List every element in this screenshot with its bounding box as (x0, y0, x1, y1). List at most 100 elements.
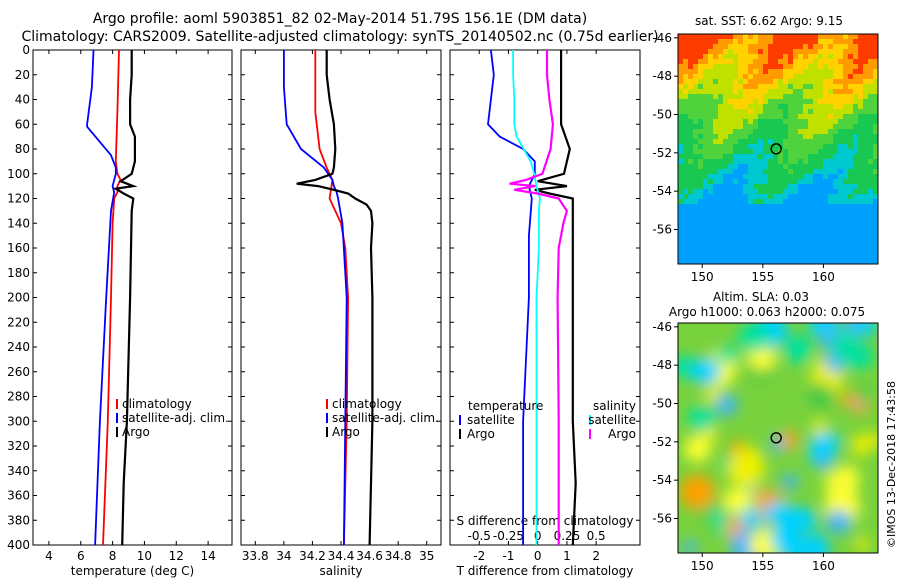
sst-cell (758, 54, 764, 60)
sst-cell (768, 194, 774, 200)
sst-cell (803, 209, 809, 215)
sst-cell (833, 34, 839, 40)
sst-cell (873, 174, 878, 180)
sst-cell (738, 94, 744, 100)
sst-cell (818, 104, 824, 110)
sst-cell (733, 164, 739, 170)
sst-cell (718, 234, 724, 240)
sst-cell (848, 124, 854, 130)
sst-cell (723, 119, 729, 125)
sst-cell (788, 64, 794, 70)
sst-cell (798, 109, 804, 115)
sst-cell (818, 139, 824, 145)
sst-cell (818, 119, 824, 125)
sst-cell (813, 149, 819, 155)
x-tick-label: 2 (592, 549, 600, 563)
sst-cell (758, 159, 764, 165)
sst-cell (683, 119, 689, 125)
sst-cell (728, 149, 734, 155)
sst-cell (803, 244, 809, 250)
sst-cell (713, 39, 719, 45)
sst-cell (748, 94, 754, 100)
sst-cell (848, 249, 854, 255)
sst-cell (788, 164, 794, 170)
map-y-tick-label: -54 (652, 184, 672, 198)
sst-cell (768, 124, 774, 130)
sst-cell (678, 204, 684, 210)
sst-cell (838, 89, 844, 95)
sst-cell (738, 244, 744, 250)
sst-cell (763, 244, 769, 250)
sst-cell (803, 189, 809, 195)
sst-cell (808, 159, 814, 165)
sst-cell (713, 259, 719, 264)
sst-cell (818, 149, 824, 155)
sst-cell (748, 239, 754, 245)
sst-cell (863, 34, 869, 40)
sst-cell (743, 94, 749, 100)
sst-cell (828, 219, 834, 225)
sst-cell (848, 199, 854, 205)
sst-cell (713, 214, 719, 220)
sst-cell (798, 144, 804, 150)
sst-cell (848, 239, 854, 245)
sst-cell (828, 214, 834, 220)
sst-cell (853, 79, 859, 85)
sst-cell (713, 219, 719, 225)
sst-cell (843, 54, 849, 60)
sst-cell (828, 224, 834, 230)
sst-cell (798, 194, 804, 200)
sst-cell (693, 164, 699, 170)
legend-title-salinity: salinity (593, 399, 636, 413)
sst-cell (708, 204, 714, 210)
sst-cell (708, 179, 714, 185)
sst-cell (853, 169, 859, 175)
sst-cell (838, 39, 844, 45)
sla-anomaly (738, 323, 772, 353)
sst-cell (703, 179, 709, 185)
sst-cell (703, 109, 709, 115)
sst-cell (718, 229, 724, 235)
sst-cell (863, 159, 869, 165)
sst-cell (828, 124, 834, 130)
sst-cell (688, 199, 694, 205)
sst-cell (838, 239, 844, 245)
sst-cell (763, 99, 769, 105)
sst-cell (733, 139, 739, 145)
sst-cell (788, 249, 794, 255)
sst-cell (718, 134, 724, 140)
sst-cell (868, 209, 874, 215)
series-line-t-argo (534, 50, 577, 546)
sst-cell (788, 114, 794, 120)
sst-cell (828, 209, 834, 215)
sst-cell (808, 244, 814, 250)
sst-cell (813, 159, 819, 165)
sst-cell (713, 79, 719, 85)
sst-cell (808, 199, 814, 205)
sst-cell (748, 104, 754, 110)
sst-cell (718, 209, 724, 215)
sla-anomaly (780, 430, 798, 449)
sla-anomaly (679, 474, 715, 509)
sst-cell (693, 109, 699, 115)
sst-cell (848, 194, 854, 200)
sst-cell (718, 184, 724, 190)
sst-cell (868, 244, 874, 250)
map-x-tick-label: 150 (691, 270, 714, 284)
sst-cell (743, 244, 749, 250)
sst-cell (718, 194, 724, 200)
sst-cell (783, 69, 789, 75)
sst-cell (698, 39, 704, 45)
sst-cell (813, 89, 819, 95)
sst-cell (728, 254, 734, 260)
sst-cell (798, 64, 804, 70)
sst-cell (803, 159, 809, 165)
sst-cell (793, 54, 799, 60)
sst-cell (848, 89, 854, 95)
sst-cell (853, 104, 859, 110)
sst-cell (758, 214, 764, 220)
sst-cell (723, 174, 729, 180)
sst-cell (678, 89, 684, 95)
sst-cell (813, 59, 819, 65)
sst-cell (853, 229, 859, 235)
